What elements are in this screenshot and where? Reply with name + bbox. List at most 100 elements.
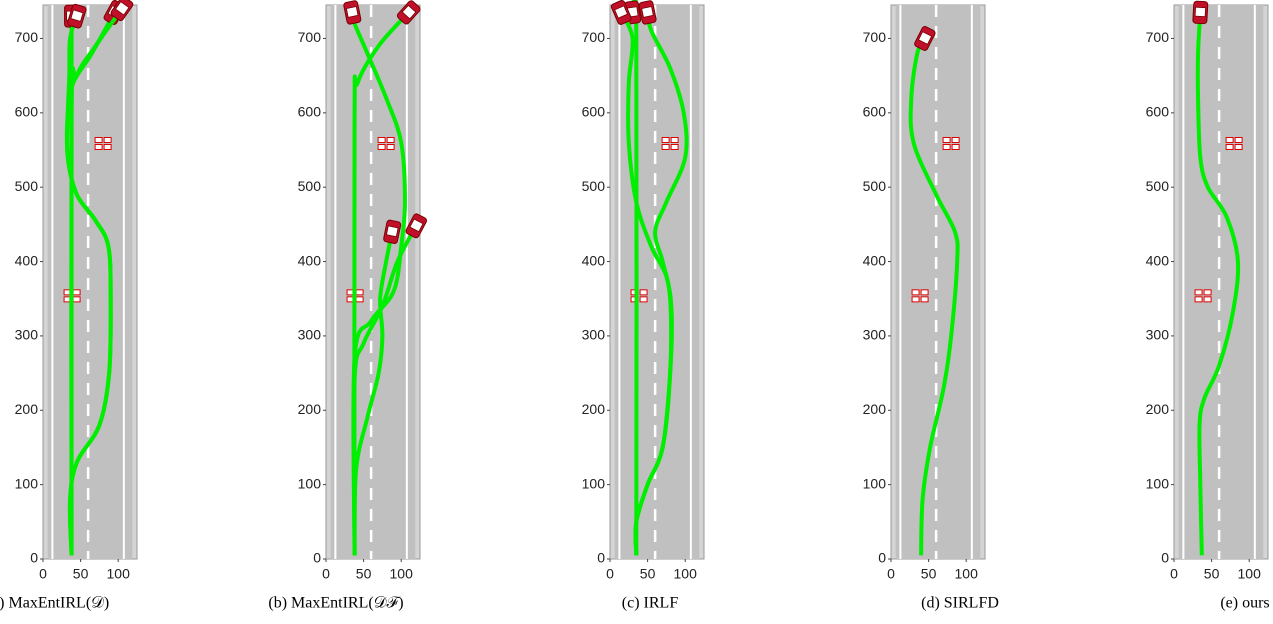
obstacle-box [1235, 138, 1242, 143]
x-tick-label: 0 [1170, 566, 1178, 582]
obstacle-box [95, 138, 102, 143]
y-tick-label: 500 [582, 178, 606, 194]
y-tick-label: 500 [298, 178, 322, 194]
obstacle-box [921, 290, 928, 295]
obstacle-box [104, 138, 111, 143]
obstacle-box [356, 297, 363, 302]
y-tick-label: 100 [15, 475, 39, 491]
obstacle-box [1195, 290, 1202, 295]
y-tick-label: 200 [1146, 401, 1170, 417]
obstacle-box [671, 138, 678, 143]
caption: (e) ours [1220, 595, 1269, 612]
y-tick-label: 0 [1161, 550, 1169, 566]
car-window [642, 7, 654, 18]
y-tick-label: 400 [582, 252, 606, 268]
road [896, 5, 981, 559]
x-tick-label: 50 [921, 566, 937, 582]
y-tick-label: 600 [582, 104, 606, 120]
y-tick-label: 500 [1146, 178, 1170, 194]
obstacle-box [952, 138, 959, 143]
obstacle-box [1226, 138, 1233, 143]
obstacle-box [921, 297, 928, 302]
obstacle-box [662, 138, 669, 143]
caption: (a) MaxEntIRL(𝒟) [0, 595, 109, 612]
y-tick-label: 0 [30, 550, 38, 566]
road [1179, 5, 1264, 559]
obstacle-box [1204, 297, 1211, 302]
obstacle-box [1226, 145, 1233, 150]
y-tick-label: 0 [878, 550, 886, 566]
y-tick-label: 300 [1146, 327, 1170, 343]
obstacle-box [104, 145, 111, 150]
y-tick-label: 200 [863, 401, 887, 417]
x-tick-label: 50 [1204, 566, 1220, 582]
car [1193, 1, 1208, 24]
y-tick-label: 200 [298, 401, 322, 417]
caption: (b) MaxEntIRL(𝒟ℱ) [268, 595, 403, 612]
x-tick-label: 100 [674, 566, 698, 582]
obstacle-box [95, 145, 102, 150]
y-tick-label: 100 [863, 475, 887, 491]
obstacle-box [378, 138, 385, 143]
obstacle-box [378, 145, 385, 150]
obstacle-box [943, 138, 950, 143]
obstacle-box [387, 138, 394, 143]
obstacle-box [1235, 145, 1242, 150]
x-tick-label: 0 [887, 566, 895, 582]
y-tick-label: 500 [863, 178, 887, 194]
y-tick-label: 600 [15, 104, 39, 120]
obstacle-box [640, 297, 647, 302]
y-tick-label: 100 [298, 475, 322, 491]
obstacle-box [671, 145, 678, 150]
x-tick-label: 100 [107, 566, 131, 582]
page: {"chart_data": [ {"type": "line", "capti… [0, 0, 1273, 624]
y-tick-label: 700 [1146, 29, 1170, 45]
x-tick-label: 50 [73, 566, 89, 582]
y-tick-label: 700 [15, 29, 39, 45]
road [331, 5, 416, 559]
obstacle-box [662, 145, 669, 150]
obstacle-box [912, 297, 919, 302]
y-tick-label: 200 [582, 401, 606, 417]
y-tick-label: 100 [582, 475, 606, 491]
y-tick-label: 0 [313, 550, 321, 566]
y-tick-label: 700 [863, 29, 887, 45]
car-window [386, 226, 398, 237]
y-tick-label: 600 [1146, 104, 1170, 120]
y-tick-label: 400 [863, 252, 887, 268]
x-tick-label: 0 [39, 566, 47, 582]
x-tick-label: 100 [1238, 566, 1262, 582]
obstacle-box [943, 145, 950, 150]
y-tick-label: 400 [15, 252, 39, 268]
obstacle-box [640, 290, 647, 295]
y-tick-label: 600 [863, 104, 887, 120]
y-tick-label: 600 [298, 104, 322, 120]
y-tick-label: 700 [582, 29, 606, 45]
y-tick-label: 300 [298, 327, 322, 343]
x-tick-label: 100 [390, 566, 414, 582]
x-tick-label: 100 [955, 566, 979, 582]
caption: (d) SIRLFD [921, 595, 999, 612]
road [48, 5, 133, 559]
obstacle-box [952, 145, 959, 150]
figure: 0100200300400500600700050100(a) MaxEntIR… [0, 0, 1273, 624]
y-tick-label: 300 [863, 327, 887, 343]
x-tick-label: 0 [606, 566, 614, 582]
x-tick-label: 50 [356, 566, 372, 582]
obstacle-box [1195, 297, 1202, 302]
car-window [346, 7, 358, 18]
y-tick-label: 700 [298, 29, 322, 45]
y-tick-label: 400 [1146, 252, 1170, 268]
y-tick-label: 300 [582, 327, 606, 343]
y-tick-label: 400 [298, 252, 322, 268]
obstacle-box [387, 145, 394, 150]
car-window [1195, 7, 1205, 17]
x-tick-label: 50 [640, 566, 656, 582]
caption: (c) IRLF [622, 595, 679, 612]
x-tick-label: 0 [322, 566, 330, 582]
obstacle-box [73, 297, 80, 302]
y-tick-label: 300 [15, 327, 39, 343]
obstacle-box [912, 290, 919, 295]
y-tick-label: 0 [597, 550, 605, 566]
y-tick-label: 200 [15, 401, 39, 417]
